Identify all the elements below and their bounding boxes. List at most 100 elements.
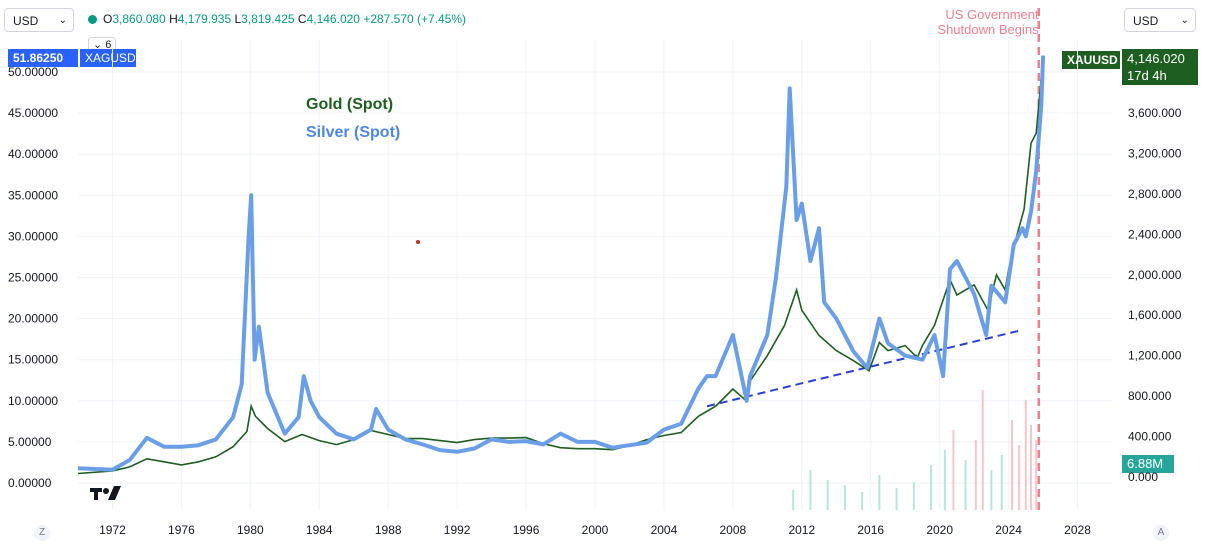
marker-dot	[416, 240, 420, 244]
right-tick-label: 0.000	[1128, 470, 1158, 484]
grid	[78, 40, 1112, 510]
volume-bar	[1011, 420, 1014, 510]
currency-select-left[interactable]: USD ⌄	[4, 8, 74, 32]
volume-bar	[943, 450, 946, 510]
x-tick-label: 2004	[651, 523, 678, 537]
change-value: +287.570 (+7.45%)	[363, 12, 467, 26]
currency-select-right-value: USD	[1133, 14, 1159, 28]
volume-bar	[878, 475, 881, 510]
silver-series-line	[77, 55, 1046, 472]
annotation-line-1: US Government	[945, 7, 1039, 22]
volume-bar	[1024, 400, 1027, 510]
right-tick-label: 3,200.000	[1128, 146, 1182, 160]
volume-bar	[990, 470, 993, 510]
close-label: C	[297, 12, 307, 26]
left-tick-label: 40.00000	[8, 147, 58, 161]
low-value: 3,819.425	[241, 12, 295, 26]
gold-price-badge: 4,146.020 17d 4h	[1122, 49, 1198, 85]
countdown-value: 17d 4h	[1127, 68, 1167, 83]
chevron-down-icon: ⌄	[93, 39, 103, 51]
high-label: H	[169, 12, 178, 26]
x-tick-label: 1976	[168, 523, 195, 537]
volume-bar	[1017, 445, 1020, 510]
right-tick-label: 800.000	[1128, 389, 1172, 403]
volume-bar	[861, 492, 864, 510]
high-value: 4,179.935	[177, 12, 232, 26]
x-tick-label: 2012	[788, 523, 815, 537]
volume-bar	[1030, 425, 1033, 510]
legend-gold: Gold (Spot)	[306, 96, 393, 113]
right-tick-label: 2,800.000	[1128, 187, 1182, 201]
x-tick-label: 1984	[306, 523, 333, 537]
open-value: 3,860.080	[112, 12, 166, 26]
tradingview-logo	[90, 486, 121, 500]
currency-select-right[interactable]: USD ⌄	[1124, 8, 1196, 32]
volume-bar	[981, 390, 984, 510]
x-tick-label: 1988	[375, 523, 402, 537]
left-tick-label: 15.00000	[8, 353, 58, 367]
chevron-down-icon: ⌄	[1180, 15, 1189, 26]
left-tick-label: 50.00000	[8, 65, 58, 79]
volume-bar	[964, 460, 967, 510]
volume-bar	[809, 470, 812, 510]
chevron-down-icon: ⌄	[58, 15, 67, 26]
left-tick-label: 35.00000	[8, 188, 58, 202]
left-tick-label: 10.00000	[8, 394, 58, 408]
right-tick-label: 3,600.000	[1128, 106, 1182, 120]
top-toolbar: USD ⌄ O3,860.080 H4,179.935 L3,819.425 C…	[0, 0, 1205, 40]
left-tick-label: 0.00000	[8, 476, 52, 490]
x-tick-label: 2000	[582, 523, 609, 537]
x-tick-label: 1972	[99, 523, 126, 537]
silver-symbol-badge: XAGUSD	[80, 49, 136, 67]
volume-bars	[792, 390, 1038, 510]
right-price-axis: 3,600.000 3,200.000 2,800.000 2,400.000 2,00…	[1128, 106, 1182, 484]
low-label: L	[234, 12, 242, 26]
status-dot-icon	[88, 15, 97, 24]
open-label: O	[103, 12, 113, 26]
right-tick-label: 1,200.000	[1128, 349, 1182, 363]
right-tick-label: 1,600.000	[1128, 308, 1182, 322]
x-tick-label: 2016	[857, 523, 884, 537]
corner-right-button[interactable]: A	[1153, 525, 1169, 541]
x-tick-label: 2020	[926, 523, 953, 537]
gold-price-value: 4,146.020	[1127, 51, 1185, 66]
left-tick-label: 45.00000	[8, 106, 58, 120]
volume-bar	[792, 490, 795, 510]
left-tick-label: 30.00000	[8, 229, 58, 243]
silver-price-badge: 51.86250	[8, 49, 78, 67]
x-tick-label: 1996	[513, 523, 540, 537]
time-axis: 1972 1976 1980 1984 1988 1992 1996 2000 2004 2008…	[99, 523, 1091, 537]
x-tick-label: 2024	[995, 523, 1022, 537]
volume-bar	[1000, 455, 1003, 510]
right-tick-label: 2,000.000	[1128, 268, 1182, 282]
x-tick-label: 2028	[1064, 523, 1091, 537]
volume-bar	[930, 465, 933, 510]
annotation-line-2: Shutdown Begins	[937, 22, 1039, 37]
volume-bar	[826, 480, 829, 510]
x-tick-label: 2008	[720, 523, 747, 537]
x-tick-label: 1992	[444, 523, 471, 537]
gold-symbol-badge: XAUUSD	[1062, 51, 1120, 69]
left-tick-label: 20.00000	[8, 312, 58, 326]
volume-bar	[895, 488, 898, 510]
close-value: 4,146.020	[306, 12, 360, 26]
volume-badge: 6.88M	[1122, 455, 1174, 473]
volume-bar	[974, 440, 977, 510]
left-tick-label: 5.00000	[8, 435, 52, 449]
currency-select-left-value: USD	[13, 14, 39, 28]
gold-series-line	[77, 57, 1044, 475]
right-tick-label: 400.000	[1128, 430, 1172, 444]
volume-bar	[952, 430, 955, 510]
ohlc-readout: O3,860.080 H4,179.935 L3,819.425 C4,146.…	[88, 12, 466, 26]
left-price-axis: 50.00000 45.00000 40.00000 35.00000 30.00000…	[8, 65, 58, 490]
indicator-count: 6	[105, 39, 112, 51]
x-tick-label: 1980	[237, 523, 264, 537]
volume-bar	[912, 482, 915, 510]
legend-silver: Silver (Spot)	[306, 124, 400, 141]
volume-bar	[843, 485, 846, 510]
corner-left-button[interactable]: Z	[34, 525, 50, 541]
right-tick-label: 2,400.000	[1128, 227, 1182, 241]
left-tick-label: 25.00000	[8, 271, 58, 285]
volume-bar	[1035, 440, 1038, 510]
